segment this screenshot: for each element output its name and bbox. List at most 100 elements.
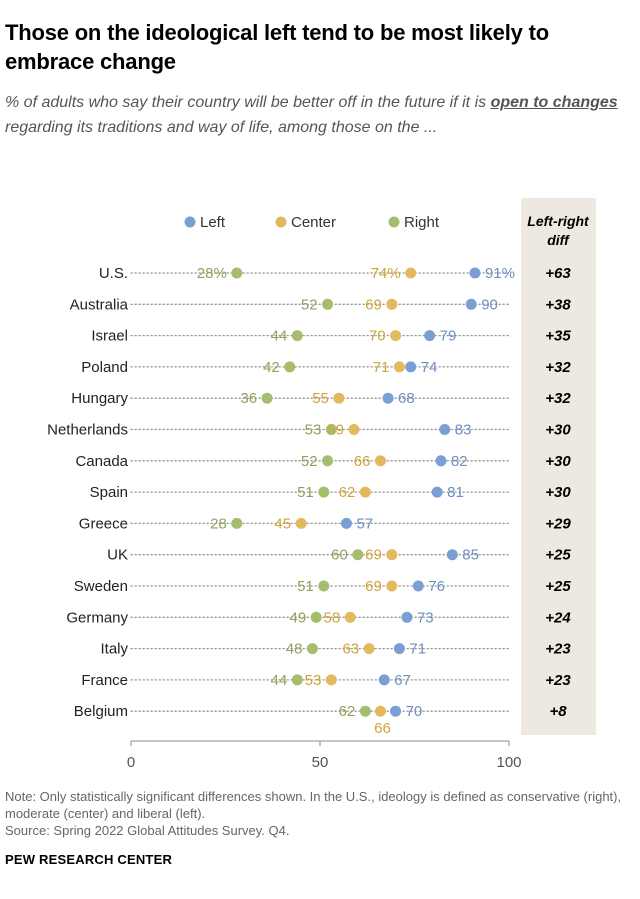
data-label-center-spain: 62 — [339, 484, 356, 501]
data-label-center-belgium: 66 — [374, 720, 391, 737]
diff-value-france: +23 — [545, 672, 571, 689]
point-center-poland — [393, 361, 405, 373]
data-label-left-hungary: 68 — [398, 390, 415, 407]
data-label-left-canada: 82 — [451, 453, 468, 470]
diff-value-spain: +30 — [545, 484, 571, 501]
point-center-australia — [386, 298, 398, 310]
subtitle-text-end: regarding its traditions and way of life… — [5, 119, 438, 136]
point-left-israel — [424, 330, 436, 342]
diff-value-italy: +23 — [545, 641, 571, 658]
point-center-canada — [374, 455, 386, 467]
point-left-hungary — [382, 392, 394, 404]
point-center-greece — [295, 517, 307, 529]
point-center-hungary — [333, 392, 345, 404]
data-label-right-u-s-: 28% — [197, 265, 227, 282]
diff-value-hungary: +32 — [545, 390, 571, 407]
source-text: Source: Spring 2022 Global Attitudes Sur… — [5, 823, 290, 838]
country-label-u-s-: U.S. — [99, 265, 128, 282]
data-label-left-germany: 73 — [417, 609, 434, 626]
diff-value-greece: +29 — [545, 515, 571, 532]
data-label-left-uk: 85 — [462, 547, 479, 564]
country-label-italy: Italy — [100, 641, 128, 658]
point-left-belgium — [390, 705, 402, 717]
data-label-right-uk: 60 — [331, 547, 348, 564]
country-label-greece: Greece — [79, 515, 128, 532]
diff-header-line2: diff — [547, 232, 570, 248]
country-label-france: France — [81, 672, 128, 689]
data-label-right-spain: 51 — [297, 484, 314, 501]
x-tick-label-0: 0 — [127, 754, 135, 771]
legend-swatch-center — [275, 216, 287, 228]
point-left-australia — [465, 298, 477, 310]
point-center-israel — [390, 330, 402, 342]
data-label-right-greece: 28 — [210, 515, 227, 532]
subtitle-emphasis: open to changes — [490, 94, 618, 111]
legend-swatch-left — [184, 216, 196, 228]
diff-value-uk: +25 — [545, 547, 571, 564]
point-right-greece — [231, 517, 243, 529]
point-right-australia — [322, 298, 334, 310]
data-label-right-germany: 49 — [290, 609, 307, 626]
point-left-canada — [435, 455, 447, 467]
data-label-right-poland: 42 — [263, 359, 280, 376]
diff-header-line1: Left-right — [527, 213, 590, 229]
country-label-netherlands: Netherlands — [47, 422, 128, 439]
legend-swatch-right — [388, 216, 400, 228]
point-right-uk — [352, 549, 364, 561]
brand-logo-text: PEW RESEARCH CENTER — [5, 852, 173, 867]
point-center-sweden — [386, 580, 398, 592]
diff-value-poland: +32 — [545, 359, 571, 376]
data-label-center-sweden: 69 — [365, 578, 382, 595]
country-label-hungary: Hungary — [71, 390, 128, 407]
point-left-netherlands — [439, 424, 451, 435]
country-label-israel: Israel — [91, 328, 128, 345]
country-label-belgium: Belgium — [74, 703, 128, 720]
point-left-germany — [401, 611, 413, 623]
data-label-center-uk: 69 — [365, 547, 382, 564]
point-left-greece — [340, 517, 352, 529]
data-label-left-australia: 90 — [481, 296, 498, 313]
point-right-hungary — [261, 392, 273, 404]
point-right-france — [291, 674, 303, 686]
diff-value-sweden: +25 — [545, 578, 571, 595]
data-label-center-hungary: 55 — [312, 390, 329, 407]
diff-value-u-s-: +63 — [545, 265, 571, 282]
data-label-right-sweden: 51 — [297, 578, 314, 595]
data-label-right-italy: 48 — [286, 641, 303, 658]
point-right-israel — [291, 330, 303, 342]
chart-title: Those on the ideological left tend to be… — [5, 20, 549, 74]
point-right-canada — [322, 455, 334, 467]
point-center-uk — [386, 549, 398, 561]
point-left-france — [378, 674, 390, 686]
data-label-right-israel: 44 — [271, 328, 288, 345]
data-label-right-canada: 52 — [301, 453, 318, 470]
note-text: Note: Only statistically significant dif… — [5, 789, 622, 821]
legend-label-right: Right — [404, 214, 440, 231]
data-label-center-poland: 71 — [373, 359, 390, 376]
data-label-left-italy: 71 — [409, 641, 426, 658]
data-label-center-germany: 58 — [324, 609, 341, 626]
legend-label-left: Left — [200, 214, 226, 231]
data-label-right-australia: 52 — [301, 296, 318, 313]
diff-value-israel: +35 — [545, 328, 571, 345]
legend-label-center: Center — [291, 214, 336, 231]
point-left-u-s- — [469, 267, 481, 279]
point-right-spain — [318, 486, 330, 498]
dot-plot: Left Center Right Left-right diff U.S. +63 28% 9… — [47, 213, 590, 771]
point-left-italy — [393, 643, 405, 655]
point-left-poland — [405, 361, 417, 373]
diff-column-background — [521, 198, 596, 735]
data-label-center-netherlands: 59 — [327, 422, 344, 439]
data-label-left-netherlands: 83 — [455, 422, 472, 439]
point-right-u-s- — [231, 267, 243, 279]
point-left-uk — [446, 549, 458, 561]
footnote: Note: Only statistically significant dif… — [5, 788, 630, 839]
diff-value-netherlands: +30 — [545, 422, 571, 439]
point-center-u-s- — [405, 267, 417, 279]
data-label-center-australia: 69 — [365, 296, 382, 313]
country-label-germany: Germany — [66, 609, 128, 626]
x-tick-label-100: 100 — [496, 754, 521, 771]
data-label-center-israel: 70 — [369, 328, 386, 345]
diff-value-canada: +30 — [545, 453, 571, 470]
point-right-poland — [284, 361, 296, 373]
